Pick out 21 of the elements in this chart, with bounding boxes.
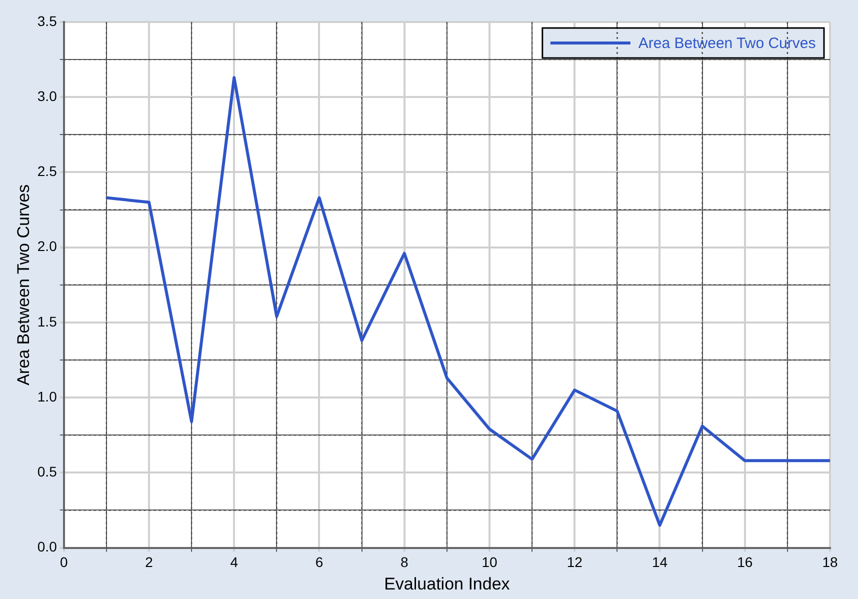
x-tick-label: 2	[145, 554, 154, 570]
x-tick-label: 8	[400, 554, 408, 570]
y-tick-label: 0.5	[37, 464, 58, 480]
x-tick-label: 6	[315, 554, 324, 570]
y-tick-label: 2.5	[37, 163, 58, 180]
y-tick-label: 3.5	[37, 12, 58, 29]
x-tick-label: 18	[822, 554, 838, 570]
x-tick-label: 16	[737, 554, 753, 570]
y-axis-title: Area Between Two Curves	[14, 184, 33, 386]
y-tick-label: 3.0	[37, 88, 58, 104]
y-tick-label: 1.5	[37, 313, 58, 330]
x-tick-label: 0	[60, 554, 68, 570]
y-tick-label: 0.0	[37, 538, 58, 555]
x-tick-label: 14	[652, 554, 668, 570]
x-tick-label: 12	[566, 554, 583, 570]
x-tick-label: 4	[230, 554, 238, 570]
text: Area Between Two Curves	[638, 35, 816, 52]
y-tick-label: 1.0	[37, 388, 58, 404]
x-tick-label: 10	[482, 554, 498, 570]
y-tick-label: 2.0	[37, 238, 58, 254]
x-axis-title: Evaluation Index	[384, 574, 510, 594]
